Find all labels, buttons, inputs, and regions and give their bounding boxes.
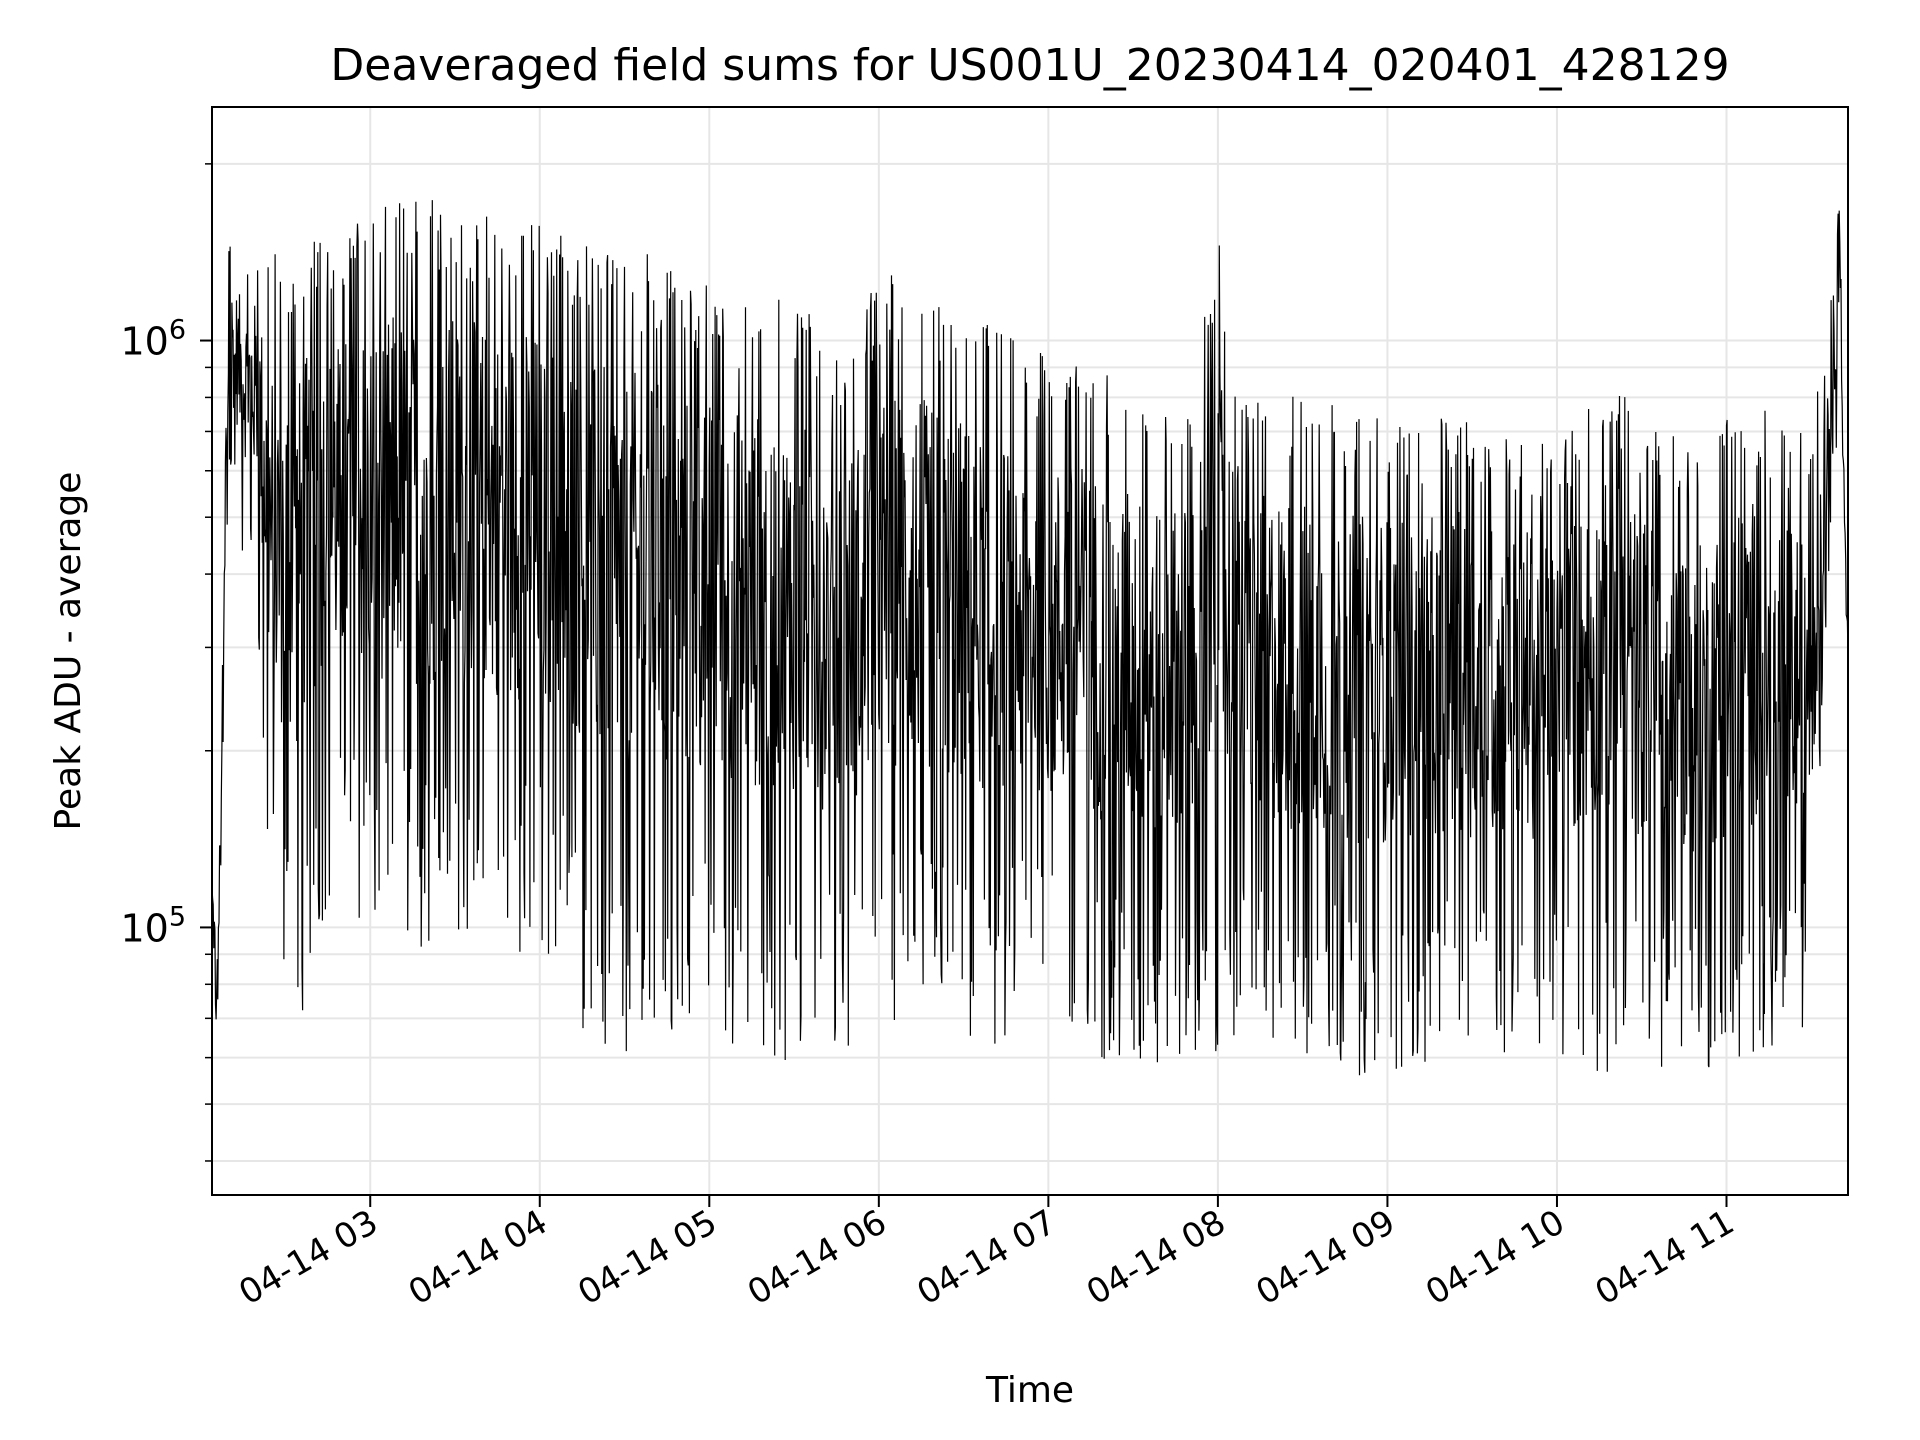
x-axis-label: Time [985, 1370, 1074, 1411]
x-tick-label: 04-14 11 [1589, 1202, 1741, 1313]
y-axis-label: Peak ADU - average [48, 472, 89, 831]
x-tick-label: 04-14 10 [1419, 1202, 1571, 1313]
x-tick-label: 04-14 05 [571, 1202, 723, 1313]
x-axis: 04-14 03 04-14 04 04-14 05 04-14 06 04-14 07… [232, 1195, 1741, 1313]
x-tick-label: 04-14 08 [1080, 1202, 1232, 1313]
y-tick-label: 106 [120, 315, 186, 364]
x-tick-label: 04-14 07 [910, 1202, 1062, 1313]
y-tick-label: 105 [120, 901, 186, 950]
plot-frame [211, 106, 1849, 1196]
x-tick-label: 04-14 04 [402, 1202, 554, 1313]
x-tick-label: 04-14 09 [1250, 1202, 1402, 1313]
x-tick-label: 04-14 03 [232, 1202, 384, 1313]
series-line [211, 200, 1849, 1076]
y-axis: 105 106 [120, 163, 212, 1162]
x-tick-label: 04-14 06 [741, 1202, 893, 1313]
chart-title: Deaveraged field sums for US001U_2023041… [330, 40, 1729, 91]
